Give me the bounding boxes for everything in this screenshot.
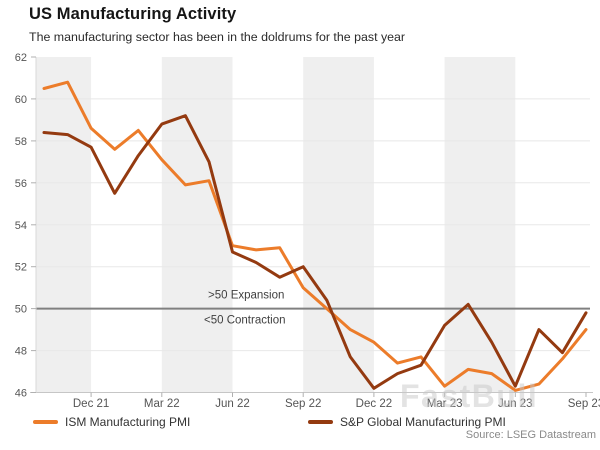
sp-global-legend-label: S&P Global Manufacturing PMI (340, 415, 506, 429)
ism-pmi-line (42, 80, 588, 392)
x-axis-label: Dec 21 (73, 398, 109, 410)
x-axis-label: Dec 22 (356, 398, 392, 410)
chart-title: US Manufacturing Activity (29, 5, 237, 23)
x-axis-label: Sep 23 (568, 398, 600, 410)
sp-global-line-swatch-icon (308, 420, 333, 424)
y-axis-label: 48 (15, 346, 27, 358)
x-axis-label: Mar 23 (427, 398, 463, 410)
legend-item-sp-global: S&P Global Manufacturing PMI (308, 415, 506, 429)
y-axis-label: 62 (15, 52, 27, 64)
ism-legend-label: ISM Manufacturing PMI (65, 415, 191, 429)
x-axis-label: Jun 22 (215, 398, 250, 410)
x-axis-label: Mar 22 (144, 398, 180, 410)
y-axis-label: 46 (15, 388, 27, 400)
legend-item-ism: ISM Manufacturing PMI (33, 415, 190, 429)
y-axis-label: 56 (15, 178, 27, 190)
chart-subtitle: The manufacturing sector has been in the… (29, 30, 406, 44)
y-axis-label: 58 (15, 136, 27, 148)
sp-global-pmi-line (42, 114, 588, 390)
contraction-annotation: <50 Contraction (204, 315, 286, 327)
y-axis-label: 60 (15, 94, 27, 106)
x-axis-label: Jun 23 (498, 398, 533, 410)
y-axis-label: 50 (15, 304, 27, 316)
ism-line-swatch-icon (33, 420, 58, 424)
y-axis-label: 52 (15, 262, 27, 274)
x-axis-label: Sep 22 (285, 398, 321, 410)
y-axis-label: 54 (15, 220, 27, 232)
expansion-annotation: >50 Expansion (208, 290, 284, 302)
source-attribution: Source: LSEG Datastream (465, 429, 596, 441)
